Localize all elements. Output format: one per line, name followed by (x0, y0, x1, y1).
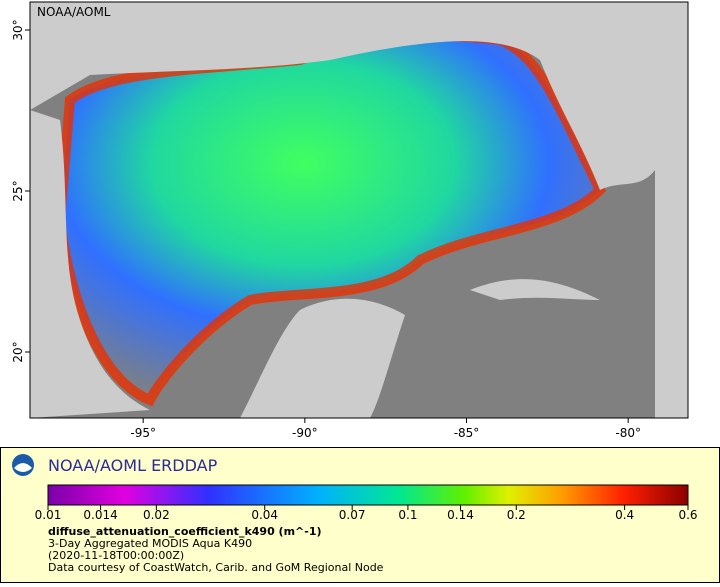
noaa-logo-bird (14, 463, 32, 472)
variable-name: diffuse_attenuation_coefficient_k490 (m^… (48, 525, 322, 538)
map-frame (29, 1, 689, 419)
y-tick-label: 30° (11, 19, 25, 40)
y-tick-label: 25° (11, 180, 25, 201)
colorbar-tick-label: 0.14 (447, 508, 474, 522)
legend-line: (2020-11-18T00:00:00Z) (48, 549, 184, 562)
x-tick-label: -85° (454, 426, 480, 440)
x-tick-label: -90° (292, 426, 318, 440)
land-yucatan (240, 298, 405, 418)
colorbar-tick-label: 0.4 (615, 508, 634, 522)
y-tick-label: 20° (11, 341, 25, 362)
colorbar-tick-label: 0.1 (398, 508, 417, 522)
map: NOAA/AOML (29, 1, 689, 419)
legend: NOAA/AOML ERDDAP diffuse_attenuation_coe… (0, 447, 720, 583)
land-north (30, 2, 688, 190)
land-east (655, 2, 688, 418)
x-tick-label: -95° (130, 426, 156, 440)
x-tick-label: -80° (615, 426, 641, 440)
colorbar-tick-label: 0.014 (83, 508, 117, 522)
colorbar-tick-label: 0.2 (507, 508, 526, 522)
legend-panel (0, 447, 720, 583)
legend-line: Data courtesy of CoastWatch, Carib. and … (48, 561, 384, 574)
legend-line: 3-Day Aggregated MODIS Aqua K490 (48, 537, 252, 550)
colorbar-tick-label: 0.04 (251, 508, 278, 522)
colorbar-tick-label: 0.07 (339, 508, 366, 522)
land-mexico (30, 110, 150, 418)
colorbar-tick-label: 0.01 (35, 508, 62, 522)
watermark: NOAA/AOML (37, 5, 111, 19)
colorbar-tick-label: 0.02 (143, 508, 170, 522)
colorbar (47, 484, 689, 506)
legend-title: NOAA/AOML ERDDAP (48, 456, 218, 475)
land-cuba (470, 279, 600, 300)
colorbar-tick-label: 0.6 (678, 508, 697, 522)
